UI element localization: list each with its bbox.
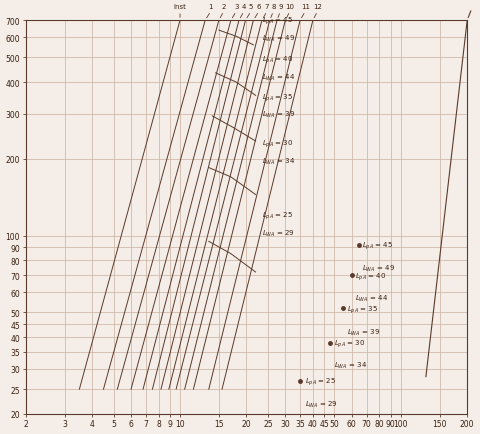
Text: 7: 7 <box>265 4 269 10</box>
Text: 5: 5 <box>249 4 253 10</box>
Text: $L_{WA}$ = 49: $L_{WA}$ = 49 <box>362 263 396 273</box>
Text: $L_{WA}$ = 34: $L_{WA}$ = 34 <box>334 360 367 370</box>
Text: 10: 10 <box>286 4 295 10</box>
Text: $L_{pA}$ = 35: $L_{pA}$ = 35 <box>347 304 378 316</box>
Text: $L_{pA}$ = 25: $L_{pA}$ = 25 <box>305 376 336 388</box>
Text: $L_{pA}$ = 25: $L_{pA}$ = 25 <box>262 210 293 221</box>
Text: 12: 12 <box>313 4 322 10</box>
Text: $L_{pA}$ = 30: $L_{pA}$ = 30 <box>262 138 293 150</box>
Text: $L_{WA}$ = 29: $L_{WA}$ = 29 <box>305 398 338 409</box>
Text: $L_{WA}$ = 49: $L_{WA}$ = 49 <box>262 33 295 43</box>
Text: $L_{pA}$ = 40: $L_{pA}$ = 40 <box>355 271 386 283</box>
Text: $L_{pA}$ = 45: $L_{pA}$ = 45 <box>262 15 293 27</box>
Text: 2: 2 <box>222 4 226 10</box>
Text: 3: 3 <box>234 4 239 10</box>
Text: 1: 1 <box>209 4 213 10</box>
Text: 4: 4 <box>242 4 246 10</box>
Text: $L_{WA}$ = 29: $L_{WA}$ = 29 <box>262 228 295 238</box>
Text: $L_{pA}$ = 30: $L_{pA}$ = 30 <box>334 338 366 349</box>
Text: $L_{WA}$ = 39: $L_{WA}$ = 39 <box>262 110 295 120</box>
Text: $L_{WA}$ = 34: $L_{WA}$ = 34 <box>262 156 295 167</box>
Text: 8: 8 <box>271 4 276 10</box>
Text: 11: 11 <box>301 4 310 10</box>
Text: $L_{pA}$ = 40: $L_{pA}$ = 40 <box>262 54 293 66</box>
Text: $L_{WA}$ = 44: $L_{WA}$ = 44 <box>262 72 295 82</box>
Text: 9: 9 <box>278 4 283 10</box>
Text: $L_{WA}$ = 39: $L_{WA}$ = 39 <box>347 326 380 337</box>
Text: $L_{pA}$ = 35: $L_{pA}$ = 35 <box>262 92 293 103</box>
Text: 6: 6 <box>257 4 261 10</box>
Text: $L_{pA}$ = 45: $L_{pA}$ = 45 <box>362 240 394 252</box>
Text: $L_{WA}$ = 44: $L_{WA}$ = 44 <box>355 293 388 304</box>
Text: Inst: Inst <box>174 4 186 10</box>
